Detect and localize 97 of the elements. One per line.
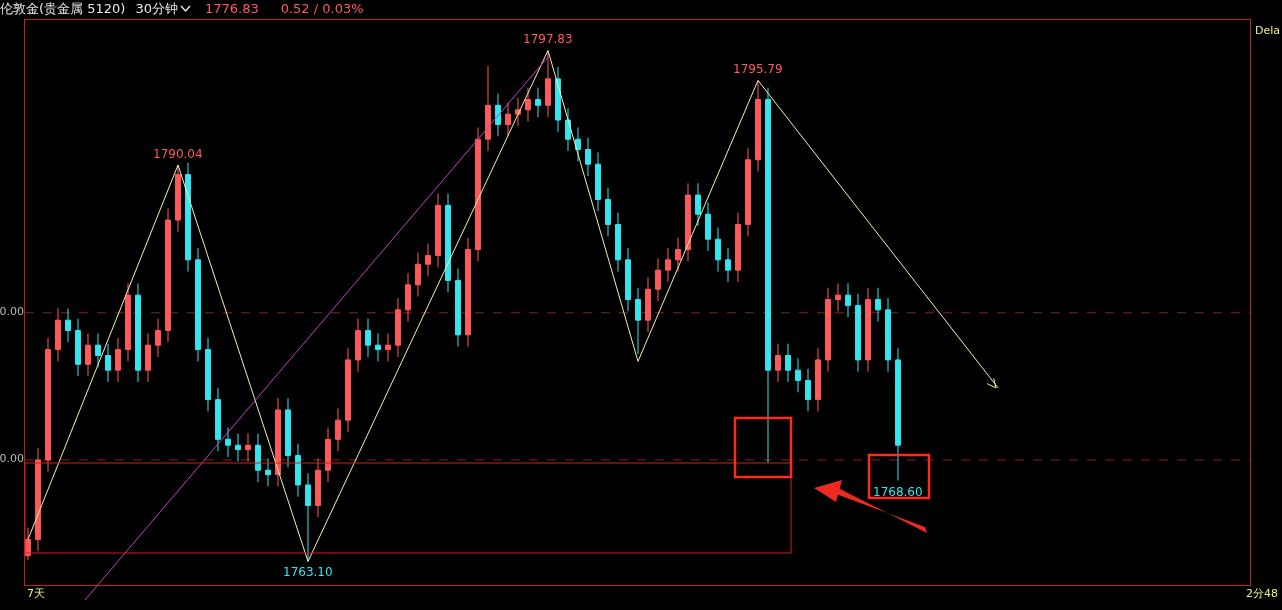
candlestick [795, 357, 801, 393]
candlestick [315, 457, 321, 518]
candlestick [265, 457, 271, 487]
candlestick [435, 193, 441, 268]
candlestick [595, 151, 601, 212]
candlestick [115, 337, 121, 383]
annotation: 0.00 [0, 451, 24, 465]
candlestick [465, 237, 471, 348]
candlestick [415, 251, 421, 298]
candlestick [815, 347, 821, 412]
candlestick [525, 87, 531, 123]
candlestick [725, 247, 731, 283]
candlestick [765, 87, 771, 464]
candlestick [95, 332, 101, 368]
candlestick [645, 276, 651, 333]
candlestick [345, 347, 351, 433]
candlestick [155, 318, 161, 358]
candlestick [35, 447, 41, 552]
candlestick [335, 407, 341, 452]
candlestick [385, 332, 391, 362]
candlestick [695, 182, 701, 227]
annotation: 1790.04 [153, 147, 203, 161]
candlestick [75, 318, 81, 377]
candlestick [575, 126, 581, 162]
annotation: 0.00 [0, 304, 24, 318]
candlestick [195, 247, 201, 362]
candlestick [405, 272, 411, 323]
candlestick [185, 162, 191, 273]
candlestick [885, 297, 891, 373]
candlestick [355, 318, 361, 373]
text: 2分48 [1246, 586, 1278, 601]
candlestick [805, 368, 811, 412]
candlestick [455, 268, 461, 348]
candlestick [135, 282, 141, 383]
candlestick [225, 427, 231, 458]
candlestick [485, 65, 491, 152]
candlestick [755, 79, 761, 173]
candlestick [535, 87, 541, 118]
annotation: 1768.60 [873, 485, 923, 499]
candlestick [655, 257, 661, 302]
candlestick [395, 297, 401, 358]
candlestick [665, 247, 671, 283]
candlestick [495, 93, 501, 137]
candlestick [735, 212, 741, 283]
candlestick [845, 282, 851, 318]
text: 0.52 / 0.03% [280, 1, 364, 16]
text: Dela [1254, 24, 1280, 37]
chart-title: 伦敦金(贵金属 5120) [0, 1, 126, 16]
chart-subtitle: 30分钟 [135, 1, 178, 16]
candlestick [445, 193, 451, 293]
candlestick [605, 187, 611, 237]
annotation: 1763.10 [283, 565, 333, 579]
candlestick [505, 101, 511, 137]
candlestick [895, 347, 901, 482]
candlestick [715, 226, 721, 273]
candlestick [165, 207, 171, 343]
candlestick [235, 432, 241, 462]
candlestick [475, 126, 481, 262]
candlestick [865, 287, 871, 373]
candlestick [705, 201, 711, 252]
annotation: 1795.79 [733, 62, 783, 76]
candlestick [625, 247, 631, 312]
candlestick [205, 337, 211, 412]
candlestick [565, 107, 571, 152]
candlestick [295, 443, 301, 498]
candlestick [685, 182, 691, 262]
candlestick [45, 337, 51, 473]
candlestick [875, 287, 881, 323]
annotation: 1797.83 [523, 32, 573, 46]
candlestick [425, 243, 431, 277]
candlestick [675, 237, 681, 273]
candlestick [835, 282, 841, 312]
candlestick [215, 387, 221, 452]
candlestick [375, 332, 381, 362]
candlestick [365, 318, 371, 358]
candlestick [285, 397, 291, 468]
candlestick [65, 307, 71, 343]
candlestick [305, 472, 311, 562]
candlestick [785, 343, 791, 383]
candlestick [245, 432, 251, 462]
text: 7天 [27, 586, 45, 601]
candlestick [105, 343, 111, 383]
candlestick [855, 293, 861, 373]
candlestick [745, 147, 751, 237]
candlestick [145, 332, 151, 383]
candlestick [125, 282, 131, 362]
text: 1776.83 [204, 1, 259, 16]
candlestick [615, 212, 621, 273]
candlestick [85, 332, 91, 377]
candlestick [325, 427, 331, 483]
candlestick [255, 432, 261, 483]
candlestick [585, 137, 591, 177]
candlestick [775, 343, 781, 383]
candlestick [825, 287, 831, 373]
candlestick [275, 397, 281, 487]
candlestick [55, 307, 61, 362]
candlestick [635, 287, 641, 355]
